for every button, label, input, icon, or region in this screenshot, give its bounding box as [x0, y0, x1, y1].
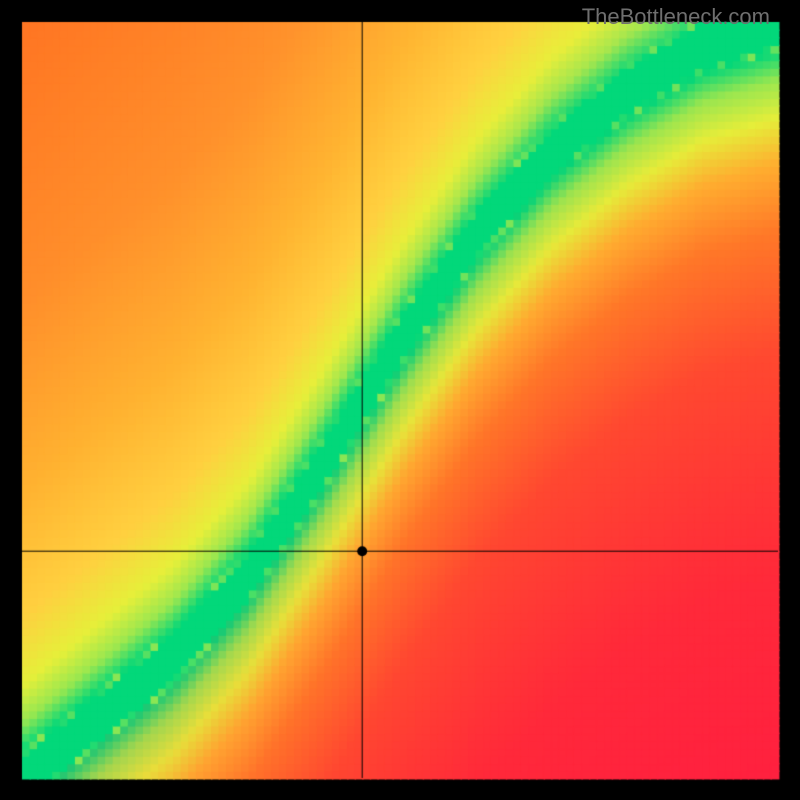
- watermark-text: TheBottleneck.com: [582, 4, 770, 30]
- bottleneck-heatmap: [0, 0, 800, 800]
- chart-container: TheBottleneck.com: [0, 0, 800, 800]
